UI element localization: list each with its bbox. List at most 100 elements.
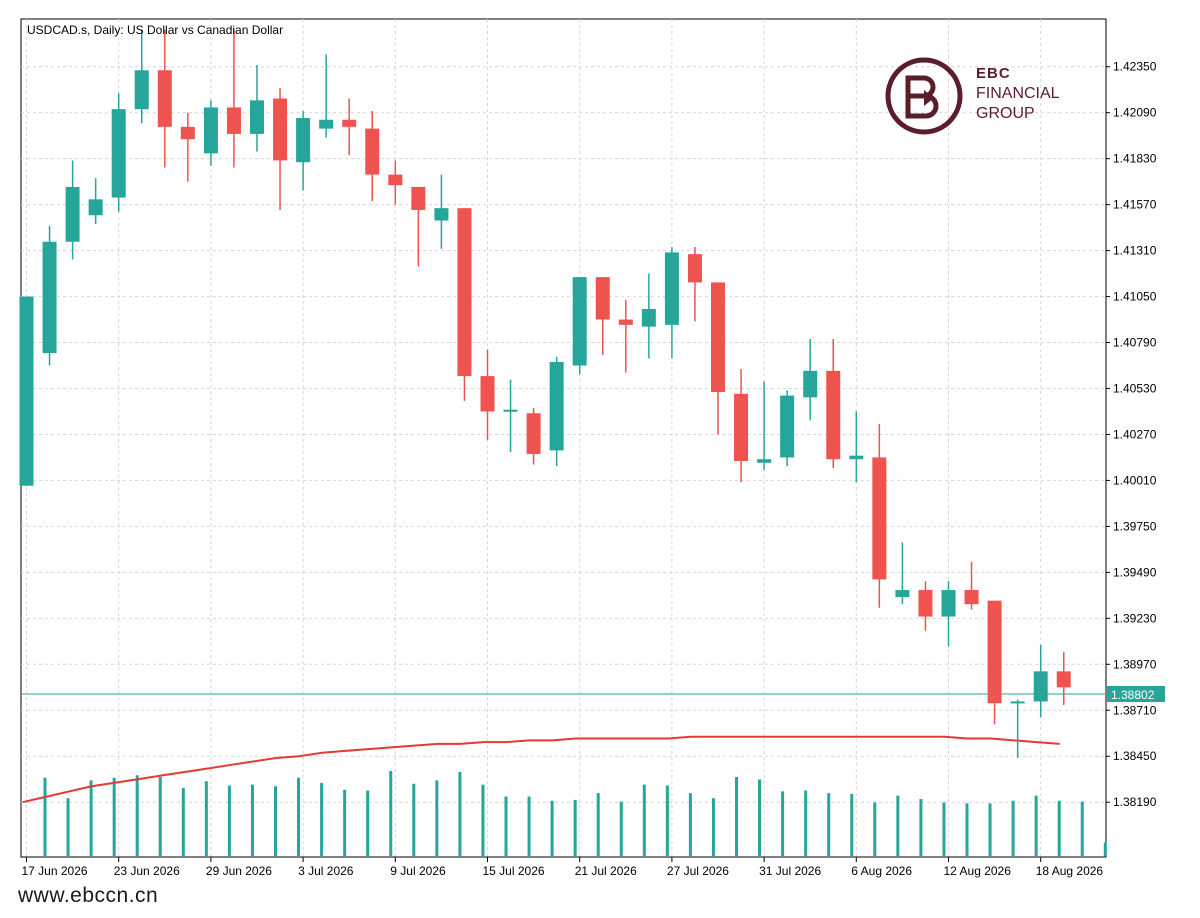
candle-body bbox=[987, 600, 1002, 704]
y-tick-label: 1.38710 bbox=[1113, 703, 1157, 717]
candle bbox=[111, 93, 126, 212]
candle bbox=[296, 110, 311, 191]
candle-body bbox=[88, 199, 103, 216]
candle-body bbox=[734, 393, 749, 461]
candle-body bbox=[757, 459, 772, 463]
candle-body bbox=[42, 241, 57, 354]
y-tick-label: 1.41310 bbox=[1113, 244, 1157, 258]
candle bbox=[226, 29, 241, 168]
x-axis: 17 Jun 2026 23 Jun 2026 29 Jun 2026 3 Jul 2… bbox=[22, 857, 1103, 878]
logo-line-3: GROUP bbox=[976, 105, 1035, 122]
candle-body bbox=[618, 319, 633, 325]
candle bbox=[42, 225, 57, 366]
candle-body bbox=[342, 119, 357, 127]
candle bbox=[1010, 699, 1025, 758]
candle bbox=[1056, 651, 1071, 705]
x-tick-label: 29 Jun 2026 bbox=[206, 864, 272, 878]
candle bbox=[849, 411, 864, 483]
y-tick-label: 1.38190 bbox=[1113, 795, 1157, 809]
candle-body bbox=[780, 395, 795, 458]
x-tick-label: 12 Aug 2026 bbox=[944, 864, 1012, 878]
candle-body bbox=[895, 590, 910, 598]
candle-body bbox=[918, 590, 933, 617]
candle bbox=[826, 338, 841, 469]
candle bbox=[388, 160, 403, 205]
y-tick-label: 1.42350 bbox=[1113, 60, 1157, 74]
x-tick-label: 6 Aug 2026 bbox=[851, 864, 912, 878]
x-tick-label: 31 Jul 2026 bbox=[759, 864, 821, 878]
x-tick-label: 23 Jun 2026 bbox=[114, 864, 180, 878]
candle bbox=[134, 29, 149, 124]
ebc-logo-icon bbox=[885, 57, 963, 135]
candle-body bbox=[226, 107, 241, 134]
current-price-tag bbox=[1107, 685, 1165, 702]
candle bbox=[572, 277, 587, 375]
candle bbox=[365, 110, 380, 202]
y-axis: 1.42350 1.42090 1.41830 1.41570 1.41310 1.410… bbox=[1106, 60, 1157, 809]
candle-body bbox=[434, 208, 449, 221]
x-tick-label: 3 Jul 2026 bbox=[298, 864, 354, 878]
candle bbox=[88, 178, 103, 225]
candle-body bbox=[203, 107, 218, 154]
candle bbox=[65, 160, 80, 260]
candles bbox=[19, 29, 1071, 758]
candle-body bbox=[503, 409, 518, 412]
candle-body bbox=[480, 376, 495, 412]
candle-body bbox=[273, 98, 288, 161]
candle bbox=[803, 338, 818, 421]
y-tick-label: 1.38450 bbox=[1113, 749, 1157, 763]
x-tick-label: 17 Jun 2026 bbox=[22, 864, 88, 878]
ebc-logo-text: EBC FINANCIAL GROUP bbox=[976, 64, 1060, 124]
current-price-label: 1.38802 bbox=[1111, 688, 1155, 702]
candle bbox=[319, 54, 334, 138]
candle-body bbox=[711, 282, 725, 393]
candle-body bbox=[65, 186, 80, 242]
candle-body bbox=[296, 118, 311, 163]
candle bbox=[687, 247, 702, 322]
candle bbox=[411, 186, 426, 267]
x-tick-label: 15 Jul 2026 bbox=[483, 864, 545, 878]
candle-body bbox=[1033, 671, 1048, 702]
candle bbox=[734, 369, 749, 483]
candle bbox=[664, 247, 679, 359]
y-tick-label: 1.40270 bbox=[1113, 427, 1157, 441]
candle bbox=[342, 98, 357, 156]
y-tick-label: 1.38970 bbox=[1113, 657, 1157, 671]
candle-body bbox=[849, 455, 864, 460]
candle-body bbox=[803, 370, 818, 398]
candle-body bbox=[1056, 671, 1071, 688]
website-url[interactable]: www.ebccn.cn bbox=[18, 884, 159, 907]
candle bbox=[757, 381, 772, 470]
candle-body bbox=[641, 308, 656, 327]
candle bbox=[941, 581, 956, 647]
candle bbox=[872, 423, 887, 608]
candle-body bbox=[157, 70, 172, 127]
candle-body bbox=[365, 128, 380, 175]
candle bbox=[964, 561, 979, 610]
candle-body bbox=[111, 109, 126, 198]
candle bbox=[711, 282, 725, 435]
y-tick-label: 1.40530 bbox=[1113, 381, 1157, 395]
candle-body bbox=[526, 413, 541, 454]
candle bbox=[595, 277, 610, 355]
candle bbox=[1033, 644, 1048, 718]
y-tick-label: 1.40790 bbox=[1113, 336, 1157, 350]
candle-body bbox=[687, 254, 702, 283]
candle bbox=[987, 600, 1002, 725]
ebc-logo: EBC FINANCIAL GROUP bbox=[884, 56, 1084, 136]
candle-body bbox=[595, 277, 610, 320]
logo-line-2: FINANCIAL bbox=[976, 85, 1060, 102]
candle-body bbox=[388, 174, 403, 186]
candle bbox=[895, 542, 910, 605]
candle-body bbox=[572, 277, 587, 366]
candle bbox=[918, 581, 933, 631]
candle-body bbox=[941, 590, 956, 617]
x-tick-label: 9 Jul 2026 bbox=[390, 864, 446, 878]
y-tick-label: 1.40010 bbox=[1113, 473, 1157, 487]
candle-body bbox=[457, 208, 472, 377]
candle bbox=[180, 112, 195, 182]
candle bbox=[503, 379, 518, 453]
candle bbox=[19, 296, 34, 486]
y-tick-label: 1.39230 bbox=[1113, 611, 1157, 625]
